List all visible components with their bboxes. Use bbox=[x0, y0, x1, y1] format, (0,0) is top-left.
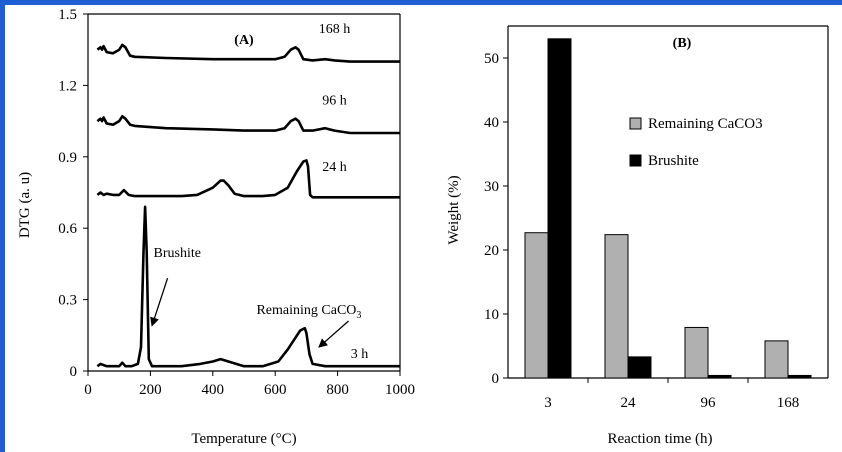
bar-brushite bbox=[707, 374, 732, 379]
y-tick-label-b: 30 bbox=[484, 179, 499, 195]
legend-label: Brushite bbox=[648, 153, 699, 169]
legend-label: Remaining CaCO3 bbox=[648, 116, 763, 132]
y-tick-label-b: 40 bbox=[484, 115, 499, 131]
dtg-chart: (A) DTG (a. u) Temperature (°C) 0 200 400 6… bbox=[17, 7, 415, 447]
bar-remaining-caco3 bbox=[604, 234, 629, 379]
x-axis-label-a: Temperature (°C) bbox=[191, 431, 296, 447]
y-tick-label-b: 0 bbox=[492, 371, 500, 387]
curve-label: 24 h bbox=[322, 160, 347, 175]
bar-remaining-caco3 bbox=[524, 232, 549, 379]
bar-brushite bbox=[547, 38, 572, 379]
legend-swatch bbox=[629, 117, 642, 130]
panel-label-b: (B) bbox=[673, 36, 692, 51]
y-tick-label-b: 10 bbox=[484, 307, 499, 323]
annotation-label: Remaining CaCO3 bbox=[256, 303, 361, 321]
bar-remaining-caco3 bbox=[764, 340, 789, 379]
dtg-curve-96h bbox=[96, 115, 400, 135]
annotation-arrow bbox=[318, 320, 349, 348]
y-axis-label-a: DTG (a. u) bbox=[17, 172, 33, 238]
y-tick-label-a: 0 bbox=[70, 364, 78, 380]
dtg-curve-168h bbox=[96, 43, 400, 63]
y-tick-label-b: 20 bbox=[484, 243, 499, 259]
frame-top-border bbox=[0, 0, 842, 5]
x-tick-label-a: 200 bbox=[139, 382, 162, 398]
frame-left-border bbox=[0, 0, 5, 452]
y-tick-label-a: 1.5 bbox=[58, 7, 77, 23]
y-tick-label-a: 0.9 bbox=[58, 150, 77, 166]
x-tick-label-b: 3 bbox=[544, 395, 552, 411]
bar-remaining-caco3 bbox=[684, 326, 709, 379]
bar-brushite bbox=[627, 356, 652, 379]
y-axis-label-b: Weight (%) bbox=[446, 175, 462, 244]
y-tick-label-b: 50 bbox=[484, 51, 499, 67]
weight-bar-chart: (B) Weight (%) Reaction time (h) 0 10 20 30… bbox=[446, 25, 829, 447]
panel-label-a: (A) bbox=[234, 33, 254, 48]
y-tick-label-a: 0.6 bbox=[58, 221, 77, 237]
x-tick-label-b: 168 bbox=[777, 395, 800, 411]
curve-label: 168 h bbox=[319, 22, 351, 37]
annotation-arrow bbox=[150, 277, 169, 327]
bar-brushite bbox=[787, 374, 812, 379]
curve-label: 3 h bbox=[351, 347, 369, 362]
x-tick-label-a: 0 bbox=[84, 382, 92, 398]
dtg-curve-24h bbox=[96, 159, 400, 199]
x-tick-label-a: 400 bbox=[202, 382, 225, 398]
y-tick-label-a: 0.3 bbox=[58, 293, 77, 309]
dtg-curve-3h bbox=[96, 205, 400, 368]
x-tick-label-b: 96 bbox=[701, 395, 717, 411]
x-tick-label-a: 800 bbox=[326, 382, 349, 398]
x-tick-label-a: 600 bbox=[264, 382, 287, 398]
x-tick-label-b: 24 bbox=[621, 395, 637, 411]
x-tick-label-a: 1000 bbox=[385, 382, 415, 398]
y-tick-label-a: 1.2 bbox=[58, 78, 77, 94]
annotation-label: Brushite bbox=[154, 246, 201, 261]
legend-swatch bbox=[629, 154, 642, 167]
curve-label: 96 h bbox=[322, 93, 347, 108]
annotation-subscript: 3 bbox=[356, 310, 361, 321]
x-axis-label-b: Reaction time (h) bbox=[608, 431, 713, 447]
